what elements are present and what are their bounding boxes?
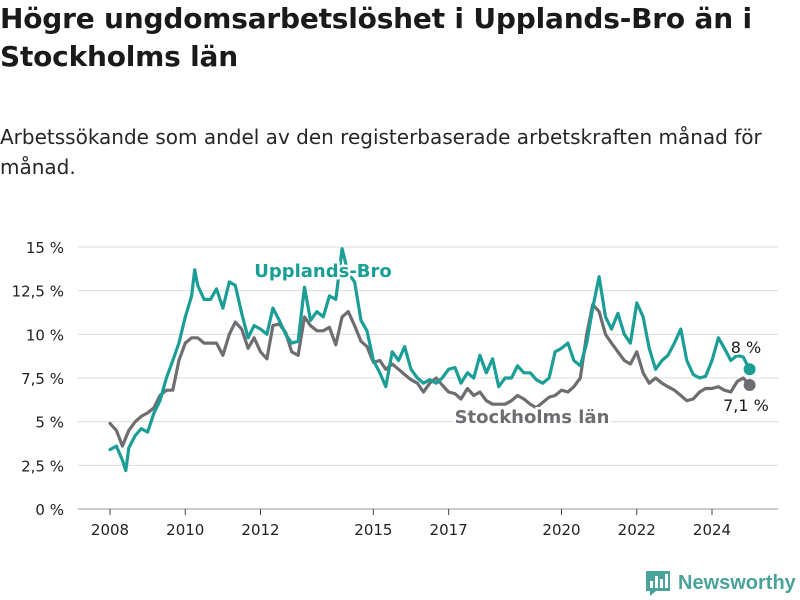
y-tick-label: 10 % [26, 326, 64, 344]
series-line-upplands-bro [108, 247, 752, 473]
end-value-label-upplands-bro: 8 % [731, 338, 761, 357]
x-tick-label: 2017 [430, 521, 468, 539]
y-tick-label: 7,5 % [21, 370, 64, 388]
x-tick-label: 2020 [542, 521, 580, 539]
end-value-label-stockholms-lan: 7,1 % [723, 396, 769, 415]
x-tick-label: 2024 [693, 521, 731, 539]
y-tick-label: 2,5 % [21, 457, 64, 475]
series-label-stockholms-lan: Stockholms län [455, 407, 610, 428]
bar-chart-flag-icon [646, 571, 670, 596]
series-layer [108, 247, 756, 473]
x-tick-label: 2022 [618, 521, 656, 539]
y-tick-label: 12,5 % [12, 283, 64, 301]
series-label-upplands-bro: Upplands-Bro [254, 261, 392, 282]
grid-lines [78, 246, 778, 510]
x-tick-label: 2015 [354, 521, 392, 539]
y-axis: 0 % 2,5 % 5 % 7,5 % 10 % 12,5 % 15 % [12, 239, 64, 519]
newsworthy-logo: Newsworthy [644, 568, 796, 598]
end-point-marker [743, 363, 756, 376]
series-line-stockholms-lan [108, 303, 752, 448]
x-tick-label: 2012 [241, 521, 279, 539]
end-point-marker [743, 378, 756, 391]
chart-subtitle: Arbetssökande som andel av den registerb… [0, 125, 762, 179]
label-layer: Upplands-Bro Stockholms län 8 % 7,1 % [252, 259, 771, 431]
x-axis: 2008 2010 2012 2015 2017 2020 2022 2024 [91, 509, 731, 539]
y-tick-label: 5 % [35, 414, 64, 432]
x-tick-label: 2008 [91, 521, 129, 539]
brand-name: Newsworthy [678, 571, 796, 594]
y-tick-label: 15 % [26, 239, 64, 257]
y-tick-label: 0 % [35, 501, 64, 519]
x-tick-label: 2010 [166, 521, 204, 539]
chart-title: Högre ungdomsarbetslöshet i Upplands-Bro… [0, 2, 752, 73]
